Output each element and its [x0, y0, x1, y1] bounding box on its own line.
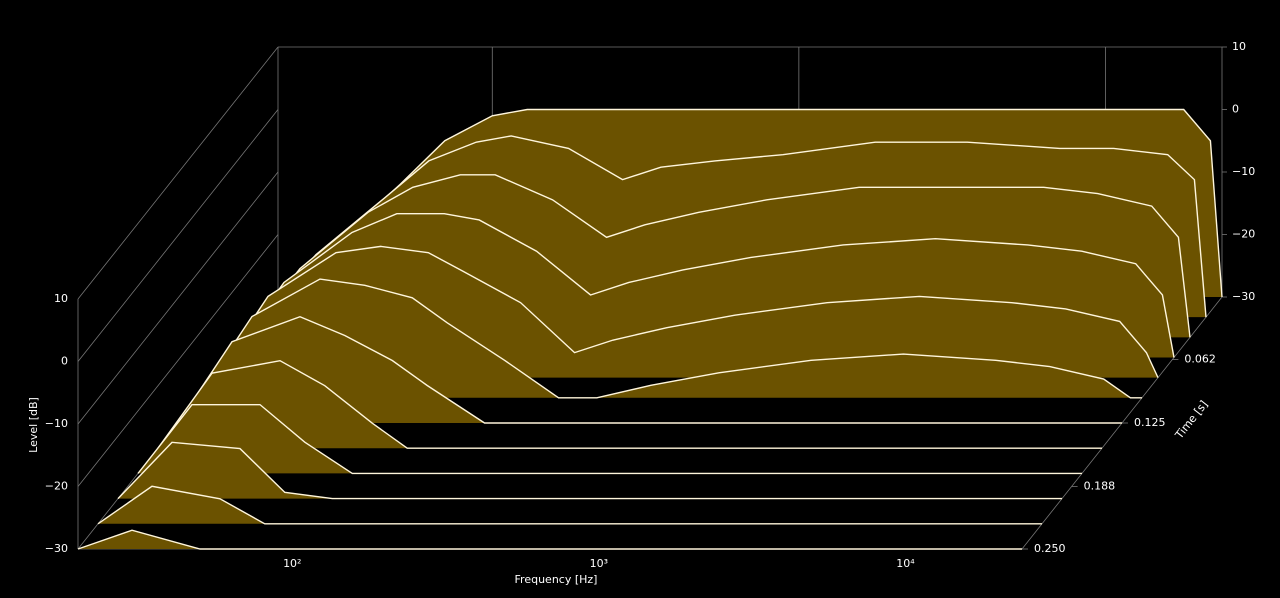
slice-fill: [98, 486, 1042, 524]
slice-fill: [178, 316, 1122, 423]
t-tick-label: 0.062: [1184, 352, 1216, 365]
z-tick-label: −20: [45, 480, 68, 493]
t-axis-label: Time [s]: [1172, 398, 1210, 442]
side-grid-line: [77, 234, 279, 487]
t-tick-label: 0.188: [1084, 480, 1116, 493]
z-tick-label: 10: [54, 292, 68, 305]
slice-line: [213, 245, 1159, 379]
slice-line: [261, 135, 1207, 318]
side-grid-line: [77, 109, 279, 362]
slice-line: [277, 108, 1223, 298]
z-tick-label: −30: [45, 542, 68, 555]
z-tick-label-right: −10: [1232, 165, 1255, 178]
slice-line: [97, 485, 1042, 525]
t-tick-label: 0.250: [1034, 542, 1066, 555]
slice-line: [229, 213, 1175, 358]
slice-line: [137, 403, 1082, 475]
x-axis-label: Frequency [Hz]: [515, 573, 598, 586]
t-tick-label: 0.125: [1134, 416, 1166, 429]
slice-line: [77, 529, 1022, 550]
slice-line: [117, 441, 1062, 500]
z-tick-label-right: −30: [1232, 290, 1255, 303]
slice-line: [177, 315, 1122, 424]
z-tick-label: −10: [45, 417, 68, 430]
z-tick-label-right: 10: [1232, 40, 1246, 53]
z-tick-label-right: −20: [1232, 228, 1255, 241]
slice-fill: [118, 442, 1062, 499]
z-tick-label-right: 0: [1232, 103, 1239, 116]
side-grid-line: [77, 46, 279, 300]
x-tick-label: 10⁴: [896, 557, 915, 570]
x-tick-label: 10²: [283, 557, 301, 570]
x-tick-label: 10³: [590, 557, 608, 570]
slice-line: [197, 278, 1142, 399]
z-axis-label: Level [dB]: [27, 397, 40, 453]
slice-fill: [198, 279, 1142, 398]
slice-fill: [78, 530, 1022, 549]
slice-line: [157, 359, 1102, 449]
z-tick-label: 0: [61, 355, 68, 368]
side-grid-line: [77, 171, 279, 425]
slice-line: [245, 174, 1191, 338]
